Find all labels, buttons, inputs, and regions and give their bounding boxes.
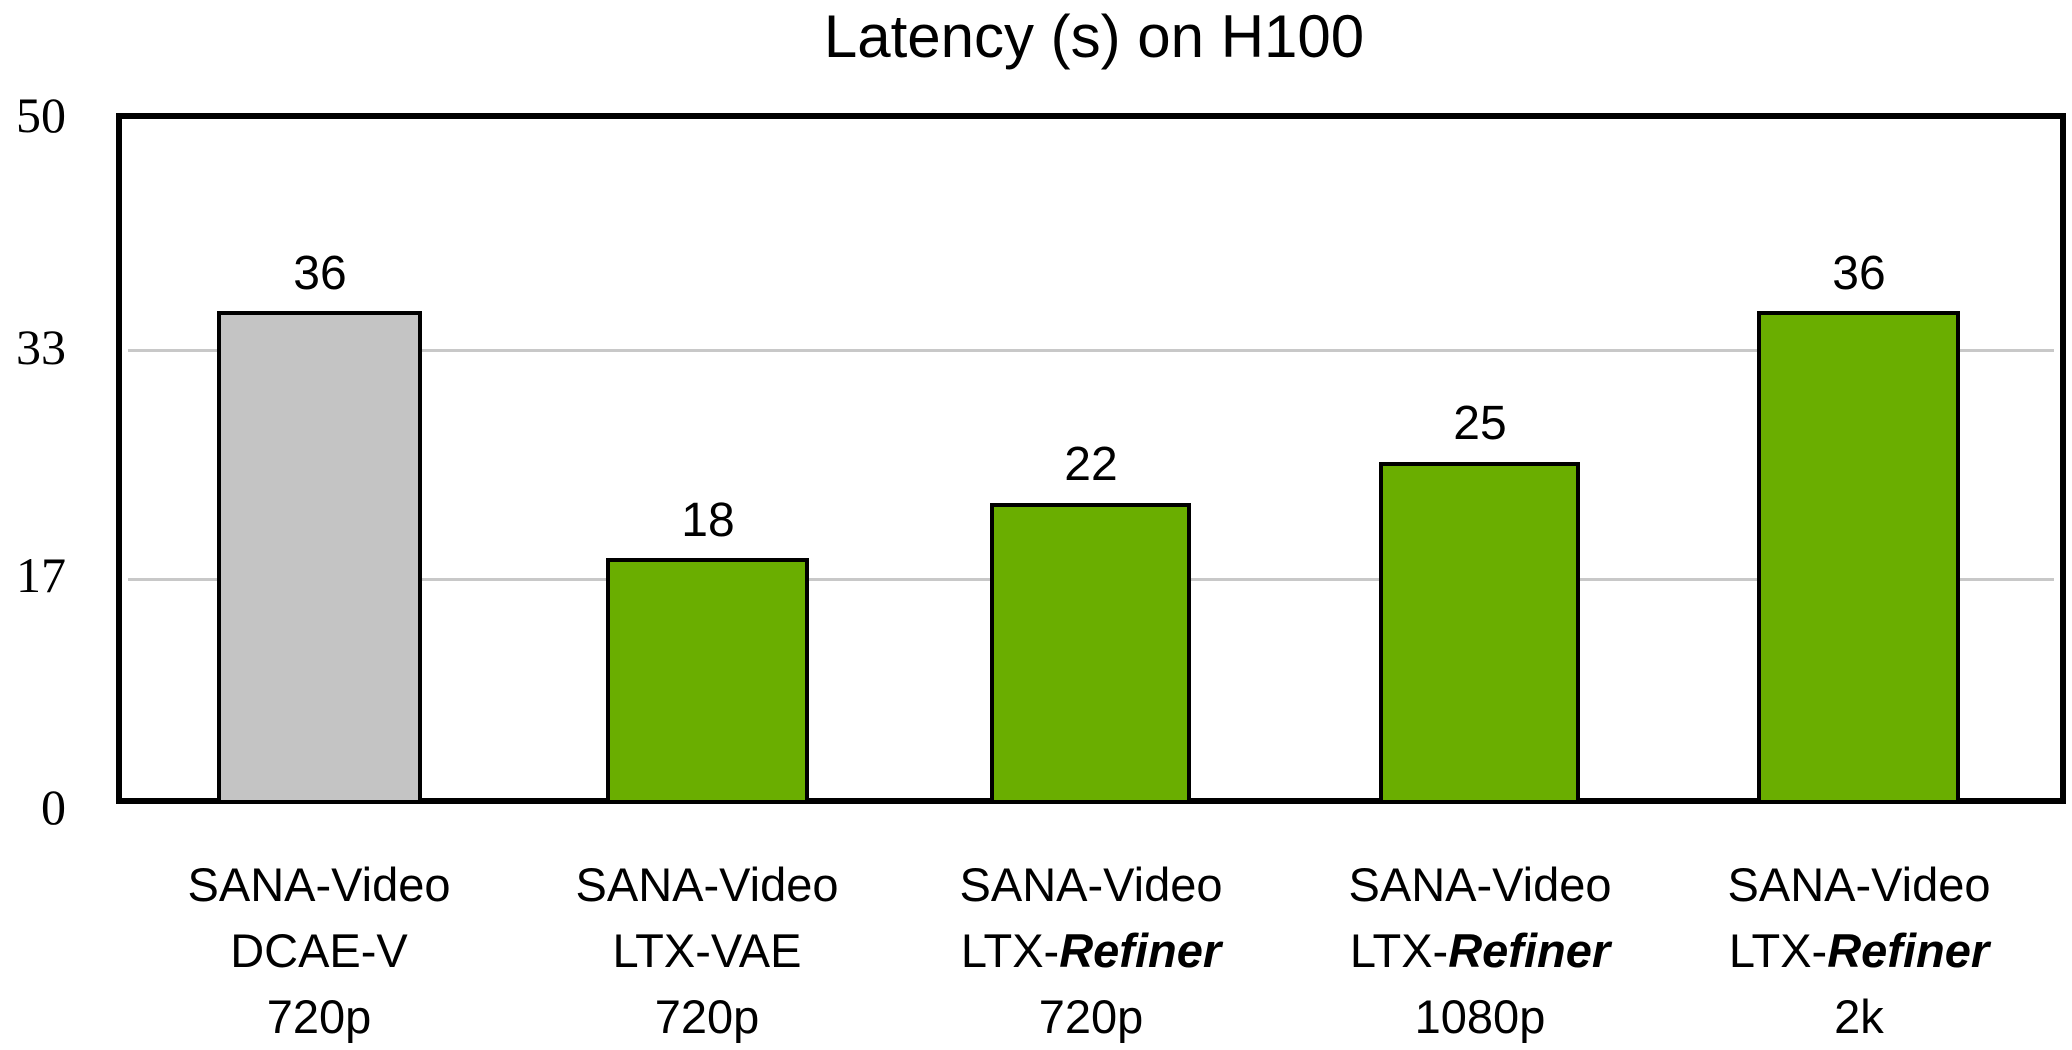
category-line-2-emphasis: Refiner [1059, 924, 1222, 977]
category-line-1: SANA-Video [1348, 858, 1612, 911]
y-tick-33: 33 [16, 319, 66, 375]
category-line-3: 1080p [1414, 990, 1546, 1043]
category-line-1: SANA-Video [575, 858, 839, 911]
category-label: SANA-Video LTX-Refiner 2k [1679, 852, 2039, 1050]
category-line-2: DCAE-V [139, 918, 499, 984]
category-label: SANA-Video LTX-Refiner 1080p [1300, 852, 1660, 1050]
category-label: SANA-Video LTX-VAE 720p [527, 852, 887, 1050]
bar-sana-refiner-2k [1757, 311, 1960, 804]
value-label: 25 [1453, 397, 1507, 450]
category-line-2-text: DCAE-V [230, 924, 408, 977]
gridline-33 [128, 349, 2054, 352]
category-line-2: LTX-Refiner [1300, 918, 1660, 984]
category-line-2-emphasis: Refiner [1827, 924, 1990, 977]
value-label: 22 [1064, 438, 1118, 491]
category-label: SANA-Video LTX-Refiner 720p [911, 852, 1271, 1050]
category-label: SANA-Video DCAE-V 720p [139, 852, 499, 1050]
category-line-2: LTX-Refiner [911, 918, 1271, 984]
bar-sana-refiner-1080p [1379, 462, 1580, 804]
category-line-2-text: LTX- [1349, 924, 1449, 977]
y-tick-50: 50 [16, 87, 66, 143]
category-line-2: LTX-VAE [527, 918, 887, 984]
value-label: 36 [293, 247, 347, 300]
category-line-2-text: LTX-VAE [612, 924, 802, 977]
category-line-3: 2k [1834, 990, 1884, 1043]
bar-sana-refiner-720p [990, 503, 1191, 804]
value-label: 36 [1832, 247, 1886, 300]
category-line-1: SANA-Video [187, 858, 451, 911]
category-line-3: 720p [266, 990, 372, 1043]
y-tick-0: 0 [41, 779, 66, 835]
category-line-3: 720p [1038, 990, 1144, 1043]
category-line-1: SANA-Video [959, 858, 1223, 911]
value-label: 18 [681, 494, 735, 547]
chart-title: Latency (s) on H100 [823, 3, 1365, 70]
category-line-2: LTX-Refiner [1679, 918, 2039, 984]
bar-sana-dcae-720p [217, 311, 422, 804]
category-line-2-text: LTX- [1728, 924, 1828, 977]
category-line-2-emphasis: Refiner [1448, 924, 1611, 977]
category-line-2-text: LTX- [960, 924, 1060, 977]
y-tick-17: 17 [16, 547, 66, 603]
category-line-3: 720p [654, 990, 760, 1043]
category-line-1: SANA-Video [1727, 858, 1991, 911]
bar-sana-ltxvae-720p [606, 558, 809, 804]
